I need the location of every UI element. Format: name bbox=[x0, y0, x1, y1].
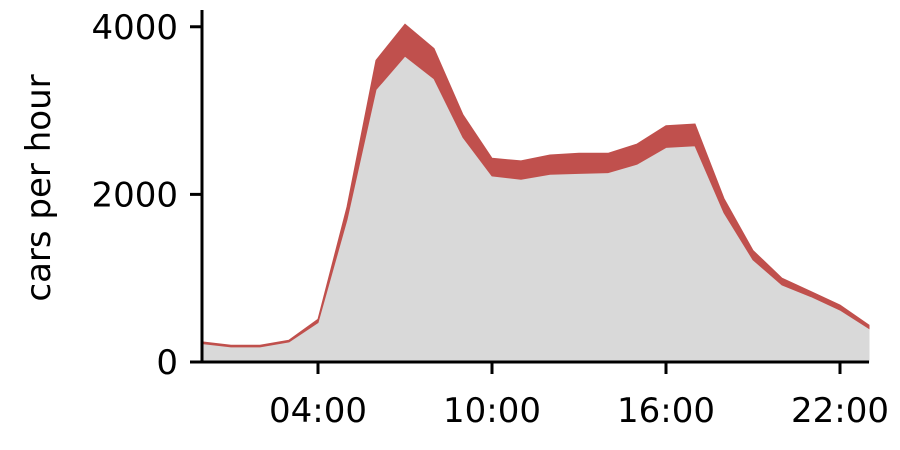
y-axis-title: cars per hour bbox=[19, 74, 59, 301]
plot-area bbox=[201, 23, 870, 363]
x-tick-label: 16:00 bbox=[617, 391, 715, 431]
y-tick-label: 0 bbox=[156, 343, 178, 383]
area-series-2 bbox=[201, 23, 870, 348]
area-series-1 bbox=[201, 55, 870, 363]
x-tick-label: 04:00 bbox=[269, 391, 367, 431]
y-tick-label: 4000 bbox=[91, 8, 178, 48]
y-axis-ticks: 0 2000 4000 bbox=[91, 8, 202, 383]
x-tick-label: 10:00 bbox=[443, 391, 541, 431]
x-tick-label: 22:00 bbox=[791, 391, 889, 431]
x-axis-ticks: 04:00 10:00 16:00 22:00 bbox=[269, 362, 889, 431]
y-tick-label: 2000 bbox=[91, 175, 178, 215]
